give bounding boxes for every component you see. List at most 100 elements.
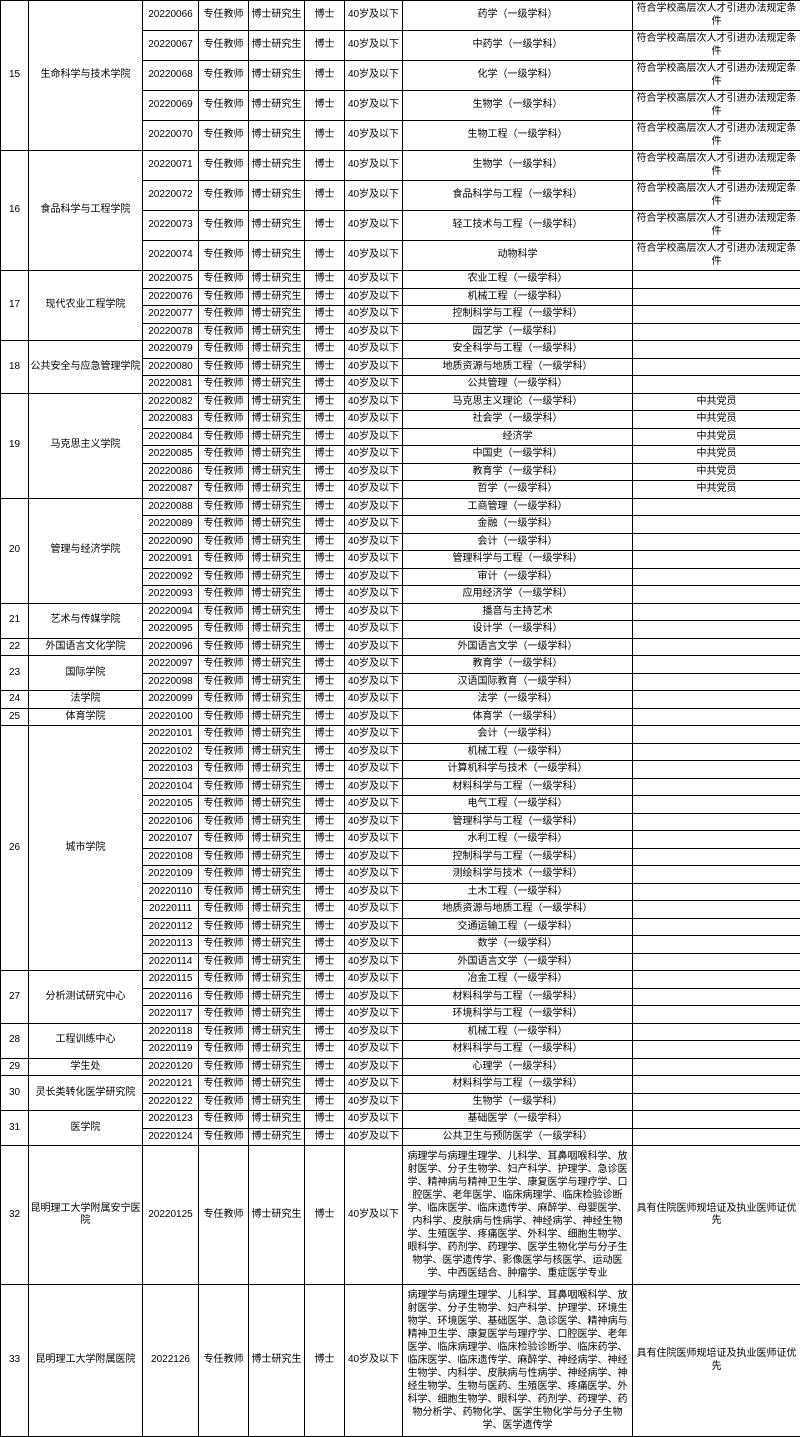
major-cell: 教育学（一级学科）	[403, 656, 633, 674]
remark-cell: 中共党员	[633, 411, 800, 429]
age-cell: 40岁及以下	[345, 603, 403, 621]
table-row: 24法学院20220099专任教师博士研究生博士40岁及以下法学（一级学科）	[1, 691, 800, 709]
education-cell: 博士研究生	[249, 656, 305, 674]
table-row: 27分析测试研究中心20220115专任教师博士研究生博士40岁及以下冶金工程（…	[1, 971, 800, 989]
code-cell: 20220118	[143, 1023, 199, 1041]
code-cell: 20220101	[143, 726, 199, 744]
education-cell: 博士研究生	[249, 376, 305, 394]
age-cell: 40岁及以下	[345, 481, 403, 499]
code-cell: 20220086	[143, 463, 199, 481]
education-cell: 博士研究生	[249, 463, 305, 481]
education-cell: 博士研究生	[249, 796, 305, 814]
code-cell: 20220109	[143, 866, 199, 884]
major-cell: 会计（一级学科）	[403, 726, 633, 744]
education-cell: 博士研究生	[249, 1128, 305, 1146]
remark-cell	[633, 603, 800, 621]
age-cell: 40岁及以下	[345, 673, 403, 691]
age-cell: 40岁及以下	[345, 1093, 403, 1111]
major-cell: 轻工技术与工程（一级学科）	[403, 211, 633, 241]
position-cell: 专任教师	[199, 241, 249, 271]
education-cell: 博士研究生	[249, 1076, 305, 1094]
degree-cell: 博士	[305, 1023, 345, 1041]
group-index: 21	[1, 603, 29, 638]
remark-cell	[633, 673, 800, 691]
position-cell: 专任教师	[199, 516, 249, 534]
remark-cell: 符合学校高层次人才引进办法规定条件	[633, 31, 800, 61]
education-cell: 博士研究生	[249, 726, 305, 744]
major-cell: 材料科学与工程（一级学科）	[403, 1041, 633, 1059]
age-cell: 40岁及以下	[345, 1041, 403, 1059]
education-cell: 博士研究生	[249, 673, 305, 691]
code-cell: 20220103	[143, 761, 199, 779]
department-name: 学生处	[29, 1058, 143, 1076]
education-cell: 博士研究生	[249, 61, 305, 91]
remark-cell	[633, 1093, 800, 1111]
education-cell: 博士研究生	[249, 638, 305, 656]
remark-cell	[633, 341, 800, 359]
degree-cell: 博士	[305, 971, 345, 989]
age-cell: 40岁及以下	[345, 848, 403, 866]
degree-cell: 博士	[305, 901, 345, 919]
code-cell: 20220106	[143, 813, 199, 831]
major-cell: 测绘科学与技术（一级学科）	[403, 866, 633, 884]
age-cell: 40岁及以下	[345, 866, 403, 884]
age-cell: 40岁及以下	[345, 393, 403, 411]
remark-cell	[633, 1058, 800, 1076]
degree-cell: 博士	[305, 31, 345, 61]
education-cell: 博士研究生	[249, 121, 305, 151]
major-cell: 管理科学与工程（一级学科）	[403, 813, 633, 831]
code-cell: 20220125	[143, 1146, 199, 1285]
age-cell: 40岁及以下	[345, 621, 403, 639]
age-cell: 40岁及以下	[345, 211, 403, 241]
education-cell: 博士研究生	[249, 586, 305, 604]
education-cell: 博士研究生	[249, 568, 305, 586]
education-cell: 博士研究生	[249, 1041, 305, 1059]
age-cell: 40岁及以下	[345, 61, 403, 91]
degree-cell: 博士	[305, 883, 345, 901]
position-cell: 专任教师	[199, 463, 249, 481]
department-name: 管理与经济学院	[29, 498, 143, 603]
remark-cell: 中共党员	[633, 393, 800, 411]
group-index: 22	[1, 638, 29, 656]
degree-cell: 博士	[305, 691, 345, 709]
education-cell: 博士研究生	[249, 288, 305, 306]
major-cell: 机械工程（一级学科）	[403, 288, 633, 306]
education-cell: 博士研究生	[249, 1006, 305, 1024]
code-cell: 20220088	[143, 498, 199, 516]
position-cell: 专任教师	[199, 446, 249, 464]
remark-cell	[633, 498, 800, 516]
position-cell: 专任教师	[199, 918, 249, 936]
major-cell: 机械工程（一级学科）	[403, 1023, 633, 1041]
remark-cell	[633, 831, 800, 849]
group-index: 30	[1, 1076, 29, 1111]
code-cell: 20220100	[143, 708, 199, 726]
education-cell: 博士研究生	[249, 918, 305, 936]
position-cell: 专任教师	[199, 638, 249, 656]
code-cell: 20220112	[143, 918, 199, 936]
position-cell: 专任教师	[199, 586, 249, 604]
position-cell: 专任教师	[199, 848, 249, 866]
code-cell: 20220085	[143, 446, 199, 464]
remark-cell	[633, 743, 800, 761]
education-cell: 博士研究生	[249, 708, 305, 726]
major-cell: 金融（一级学科）	[403, 516, 633, 534]
major-cell: 环境科学与工程（一级学科）	[403, 1006, 633, 1024]
position-cell: 专任教师	[199, 971, 249, 989]
education-cell: 博士研究生	[249, 1093, 305, 1111]
degree-cell: 博士	[305, 121, 345, 151]
position-cell: 专任教师	[199, 1093, 249, 1111]
degree-cell: 博士	[305, 831, 345, 849]
age-cell: 40岁及以下	[345, 323, 403, 341]
remark-cell	[633, 971, 800, 989]
position-cell: 专任教师	[199, 1111, 249, 1129]
position-cell: 专任教师	[199, 883, 249, 901]
age-cell: 40岁及以下	[345, 708, 403, 726]
remark-cell: 符合学校高层次人才引进办法规定条件	[633, 211, 800, 241]
group-index: 15	[1, 1, 29, 151]
remark-cell	[633, 306, 800, 324]
major-cell: 社会学（一级学科）	[403, 411, 633, 429]
education-cell: 博士研究生	[249, 341, 305, 359]
degree-cell: 博士	[305, 91, 345, 121]
age-cell: 40岁及以下	[345, 586, 403, 604]
position-cell: 专任教师	[199, 726, 249, 744]
